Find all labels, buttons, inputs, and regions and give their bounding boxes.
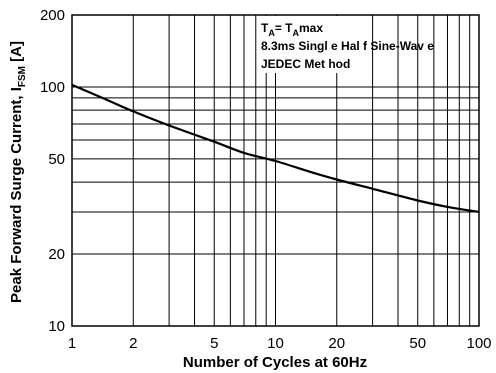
grid-lines — [72, 15, 479, 326]
x-tick-label: 10 — [267, 335, 284, 352]
x-tick-label: 1 — [68, 335, 76, 352]
annotation-line-1: TA= TAmax — [261, 21, 323, 38]
x-axis-title: Number of Cycles at 60Hz — [183, 354, 367, 371]
x-tick-label: 50 — [409, 335, 426, 352]
x-tick-label: 5 — [210, 335, 218, 352]
y-tick-labels: 10 20 50 100 200 — [40, 7, 65, 335]
annotation-box: TA= TAmax 8.3ms Singl e Hal f Sine-Wav e… — [257, 16, 434, 73]
y-tick-label: 10 — [48, 318, 65, 335]
surge-current-curve — [71, 83, 480, 213]
plot-frame — [71, 14, 480, 327]
y-axis-title: Peak Forward Surge Current, IFSM [A] — [8, 41, 28, 303]
annotation-line-3: JEDEC Met hod — [261, 57, 350, 71]
x-tick-label: 100 — [466, 335, 491, 352]
x-tick-labels: 1 2 5 10 20 50 100 — [68, 335, 492, 352]
x-tick-label: 20 — [328, 335, 345, 352]
y-tick-label: 200 — [40, 7, 65, 24]
annotation-background — [257, 16, 366, 73]
y-tick-label: 100 — [40, 79, 65, 96]
annotation-line-2: 8.3ms Singl e Hal f Sine-Wav e — [261, 39, 434, 53]
y-tick-label: 50 — [48, 151, 65, 168]
curve-layer — [71, 83, 480, 213]
y-tick-label: 20 — [48, 246, 65, 263]
x-tick-label: 2 — [129, 335, 137, 352]
